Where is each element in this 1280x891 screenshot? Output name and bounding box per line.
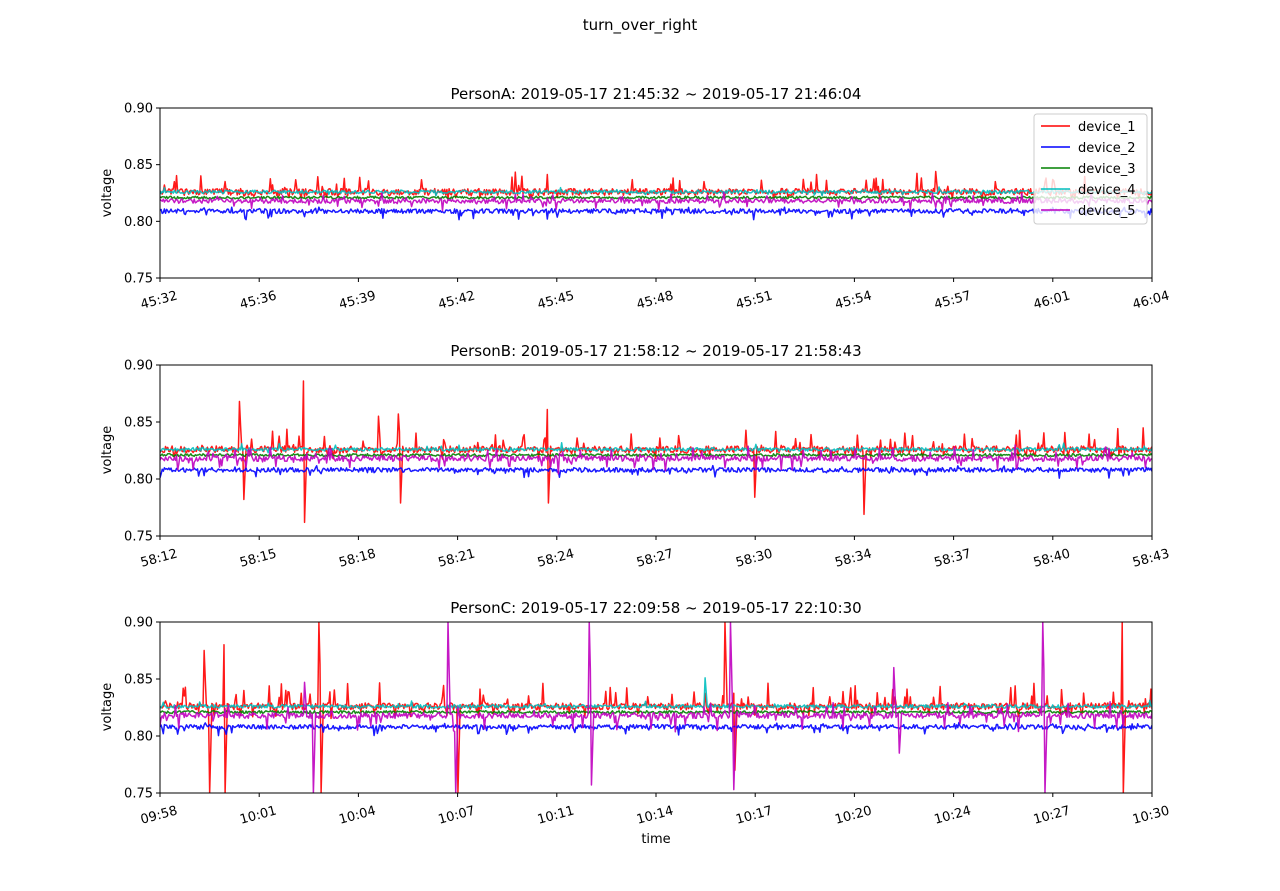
- series-line-device-1-person-a: [160, 170, 1152, 201]
- xtick-label-c-7: 10:20: [833, 804, 873, 828]
- legend: device_1 device_2 device_3 device_4 devi…: [1033, 113, 1148, 225]
- series-line-device-2-person-b: [160, 464, 1152, 479]
- xtick-label-b-8: 58:37: [933, 547, 973, 571]
- ytick-label-c-0: 0.75: [124, 787, 153, 802]
- xtick-label-a-8: 45:57: [933, 289, 973, 313]
- ytick-label-b-3: 0.90: [124, 359, 153, 374]
- xtick-label-b-9: 58:40: [1032, 547, 1072, 571]
- series-line-device-4-person-a: [160, 186, 1152, 197]
- ytick-label-c-2: 0.85: [124, 673, 153, 688]
- ytick-label-a-3: 0.90: [124, 102, 153, 117]
- xtick-label-a-6: 45:51: [734, 289, 774, 313]
- xtick-label-b-5: 58:27: [635, 547, 675, 571]
- subplot-c-yticks: 0.75 0.80 0.85 0.90: [124, 616, 160, 802]
- legend-label-device-2: device_2: [1078, 141, 1135, 156]
- subplot-c-xticks: 09:58 10:01 10:04 10:07 10:11 10:14 10:17 10:20…: [139, 793, 1171, 828]
- legend-entry-device-5: device_5: [1041, 204, 1135, 219]
- xtick-label-a-10: 46:04: [1131, 289, 1171, 313]
- xtick-label-a-4: 45:45: [536, 289, 576, 313]
- xtick-label-b-10: 58:43: [1131, 547, 1171, 571]
- legend-entry-device-3: device_3: [1041, 162, 1135, 177]
- series-line-device-4-person-b: [160, 441, 1152, 454]
- xtick-label-b-3: 58:21: [437, 547, 477, 571]
- series-line-device-5-person-b: [160, 444, 1152, 475]
- series-line-device-5-person-c: [160, 622, 1152, 793]
- ytick-label-b-0: 0.75: [124, 530, 153, 545]
- subplot-b-yticks: 0.75 0.80 0.85 0.90: [124, 359, 160, 545]
- xtick-label-c-5: 10:14: [635, 804, 675, 828]
- legend-entry-device-4: device_4: [1041, 183, 1135, 198]
- ytick-label-a-1: 0.80: [124, 215, 153, 230]
- series-line-device-2-person-c: [160, 721, 1152, 737]
- ytick-label-a-2: 0.85: [124, 158, 153, 173]
- subplot-c-title: PersonC: 2019-05-17 22:09:58 ~ 2019-05-1…: [450, 599, 861, 617]
- xtick-label-c-10: 10:30: [1131, 804, 1171, 828]
- subplot-a-xticks: 45:32 45:36 45:39 45:42 45:45 45:48 45:51 45:54…: [139, 278, 1171, 313]
- ytick-label-a-0: 0.75: [124, 272, 153, 287]
- subplot-c-xlabel: time: [641, 832, 670, 847]
- legend-entry-device-1: device_1: [1041, 120, 1135, 135]
- xtick-label-b-7: 58:34: [833, 547, 873, 571]
- xtick-label-a-5: 45:48: [635, 289, 675, 313]
- legend-label-device-1: device_1: [1078, 120, 1135, 135]
- subplot-c-series: [160, 622, 1152, 793]
- xtick-label-c-6: 10:17: [734, 804, 774, 828]
- figure-suptitle: turn_over_right: [583, 16, 698, 35]
- series-line-device-4-person-c: [160, 677, 1152, 710]
- xtick-label-c-3: 10:07: [437, 804, 477, 828]
- xtick-label-c-0: 09:58: [139, 804, 179, 828]
- series-line-device-2-person-a: [160, 206, 1152, 221]
- ytick-label-b-1: 0.80: [124, 473, 153, 488]
- subplot-c-ylabel: voltage: [100, 683, 115, 732]
- xtick-label-b-6: 58:30: [734, 547, 774, 571]
- xtick-label-a-7: 45:54: [833, 289, 873, 313]
- legend-label-device-4: device_4: [1078, 183, 1135, 198]
- ytick-label-c-3: 0.90: [124, 616, 153, 631]
- subplot-a-title: PersonA: 2019-05-17 21:45:32 ~ 2019-05-1…: [451, 85, 862, 103]
- xtick-label-c-4: 10:11: [536, 804, 576, 828]
- xtick-label-a-1: 45:36: [238, 289, 278, 313]
- xtick-label-a-3: 45:42: [437, 289, 477, 313]
- legend-label-device-3: device_3: [1078, 162, 1135, 177]
- subplot-a-series: [160, 170, 1152, 221]
- xtick-label-a-9: 46:01: [1032, 289, 1072, 313]
- series-line-device-5-person-a: [160, 191, 1152, 212]
- xtick-label-c-8: 10:24: [933, 804, 973, 828]
- xtick-label-a-0: 45:32: [139, 289, 179, 313]
- xtick-label-b-4: 58:24: [536, 547, 576, 571]
- subplot-b-ylabel: voltage: [100, 426, 115, 475]
- xtick-label-c-1: 10:01: [238, 804, 278, 828]
- ytick-label-c-1: 0.80: [124, 730, 153, 745]
- xtick-label-c-9: 10:27: [1032, 804, 1072, 828]
- subplot-a-ylabel: voltage: [100, 169, 115, 218]
- xtick-label-c-2: 10:04: [337, 804, 377, 828]
- xtick-label-b-2: 58:18: [337, 547, 377, 571]
- subplot-b-series: [160, 380, 1152, 524]
- xtick-label-b-0: 58:12: [139, 547, 179, 571]
- series-line-device-3-person-c: [160, 709, 1152, 715]
- legend-label-device-5: device_5: [1078, 204, 1135, 219]
- subplot-person-a: PersonA: 2019-05-17 21:45:32 ~ 2019-05-1…: [100, 85, 1171, 313]
- subplot-b-xticks: 58:12 58:15 58:18 58:21 58:24 58:27 58:30 58:34…: [139, 536, 1171, 571]
- subplot-a-yticks: 0.75 0.80 0.85 0.90: [124, 102, 160, 287]
- subplot-person-c: PersonC: 2019-05-17 22:09:58 ~ 2019-05-1…: [100, 599, 1171, 847]
- ytick-label-b-2: 0.85: [124, 416, 153, 431]
- legend-box: [1033, 113, 1148, 225]
- series-line-device-3-person-a: [160, 195, 1152, 200]
- subplot-b-title: PersonB: 2019-05-17 21:58:12 ~ 2019-05-1…: [450, 342, 861, 360]
- subplot-person-b: PersonB: 2019-05-17 21:58:12 ~ 2019-05-1…: [100, 342, 1171, 571]
- legend-entry-device-2: device_2: [1041, 141, 1135, 156]
- xtick-label-b-1: 58:15: [238, 547, 278, 571]
- series-line-device-1-person-b: [160, 380, 1152, 524]
- xtick-label-a-2: 45:39: [337, 289, 377, 313]
